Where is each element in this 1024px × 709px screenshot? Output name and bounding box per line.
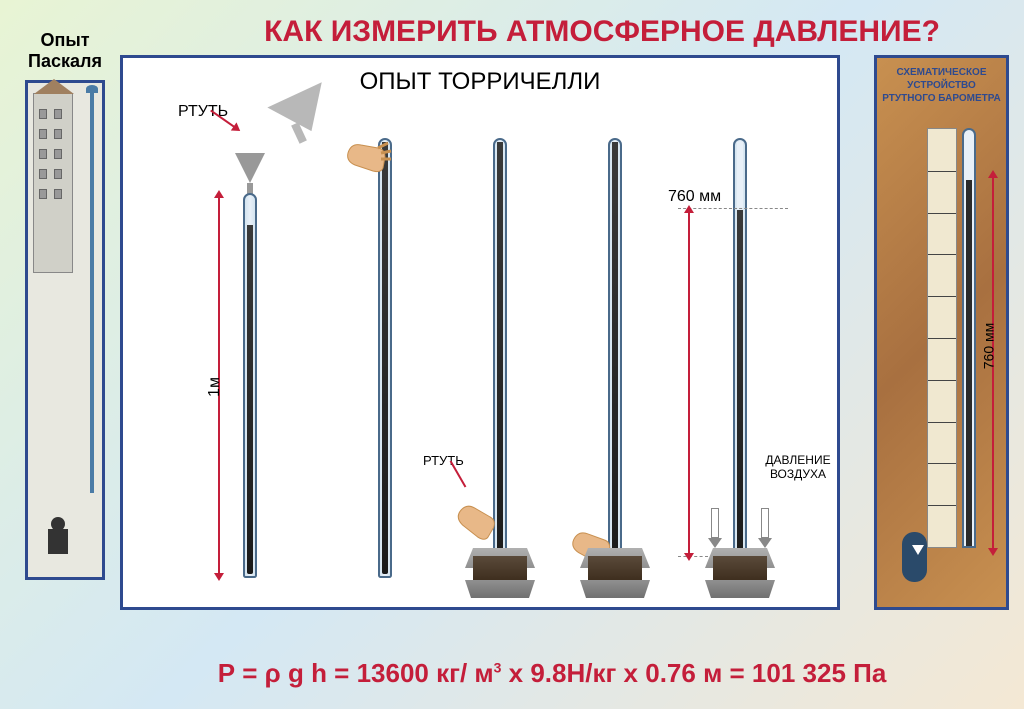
hand-icon-1 <box>343 133 393 178</box>
tube-4 <box>608 138 622 578</box>
dish-1 <box>465 548 535 598</box>
pascal-label: Опыт Паскаля <box>25 30 105 72</box>
air-arrow-2 <box>758 508 772 548</box>
height-label-1m: 1м <box>206 377 224 397</box>
main-title: КАК ИЗМЕРИТЬ АТМОСФЕРНОЕ ДАВЛЕНИЕ? <box>200 15 1004 49</box>
funnel-small-icon <box>235 153 265 193</box>
barometer-height-label: 760 мм <box>980 323 996 370</box>
building-icon <box>33 93 73 273</box>
air-pressure-label: ДАВЛЕНИЕВОЗДУХА <box>763 453 833 482</box>
pascal-illustration <box>28 83 102 577</box>
lamp-post-icon <box>90 93 94 493</box>
tube-5 <box>733 138 747 578</box>
barometer-title: СХЕМАТИЧЕСКОЕУСТРОЙСТВОРТУТНОГО БАРОМЕТР… <box>882 66 1001 105</box>
torricelli-panel: ОПЫТ ТОРРИЧЕЛЛИ РТУТЬ 1м РТУТЬ <box>120 55 840 610</box>
dish-3 <box>705 548 775 598</box>
mercury-label-bottom: РТУТЬ <box>423 453 464 468</box>
torricelli-title: ОПЫТ ТОРРИЧЕЛЛИ <box>123 68 837 96</box>
dash-line-top <box>678 208 788 209</box>
barometer-tube <box>962 128 976 548</box>
person-icon <box>43 517 73 567</box>
formula-text: Р = ρ g h = 13600 кг/ м3 х 9.8Н/кг х 0.7… <box>100 658 1004 689</box>
tube-1 <box>243 193 257 578</box>
tube-2 <box>378 138 392 578</box>
barometer-bulb <box>902 532 927 582</box>
dish-2 <box>580 548 650 598</box>
barometer-panel: СХЕМАТИЧЕСКОЕУСТРОЙСТВОРТУТНОГО БАРОМЕТР… <box>874 55 1009 610</box>
barometer-scale <box>927 128 957 548</box>
funnel-icon <box>253 93 333 153</box>
barometer-pointer-icon <box>912 545 924 557</box>
height-label-760: 760 мм <box>668 188 721 206</box>
height-arrow-760 <box>688 213 690 553</box>
air-arrow-1 <box>708 508 722 548</box>
pascal-experiment-panel <box>25 80 105 580</box>
